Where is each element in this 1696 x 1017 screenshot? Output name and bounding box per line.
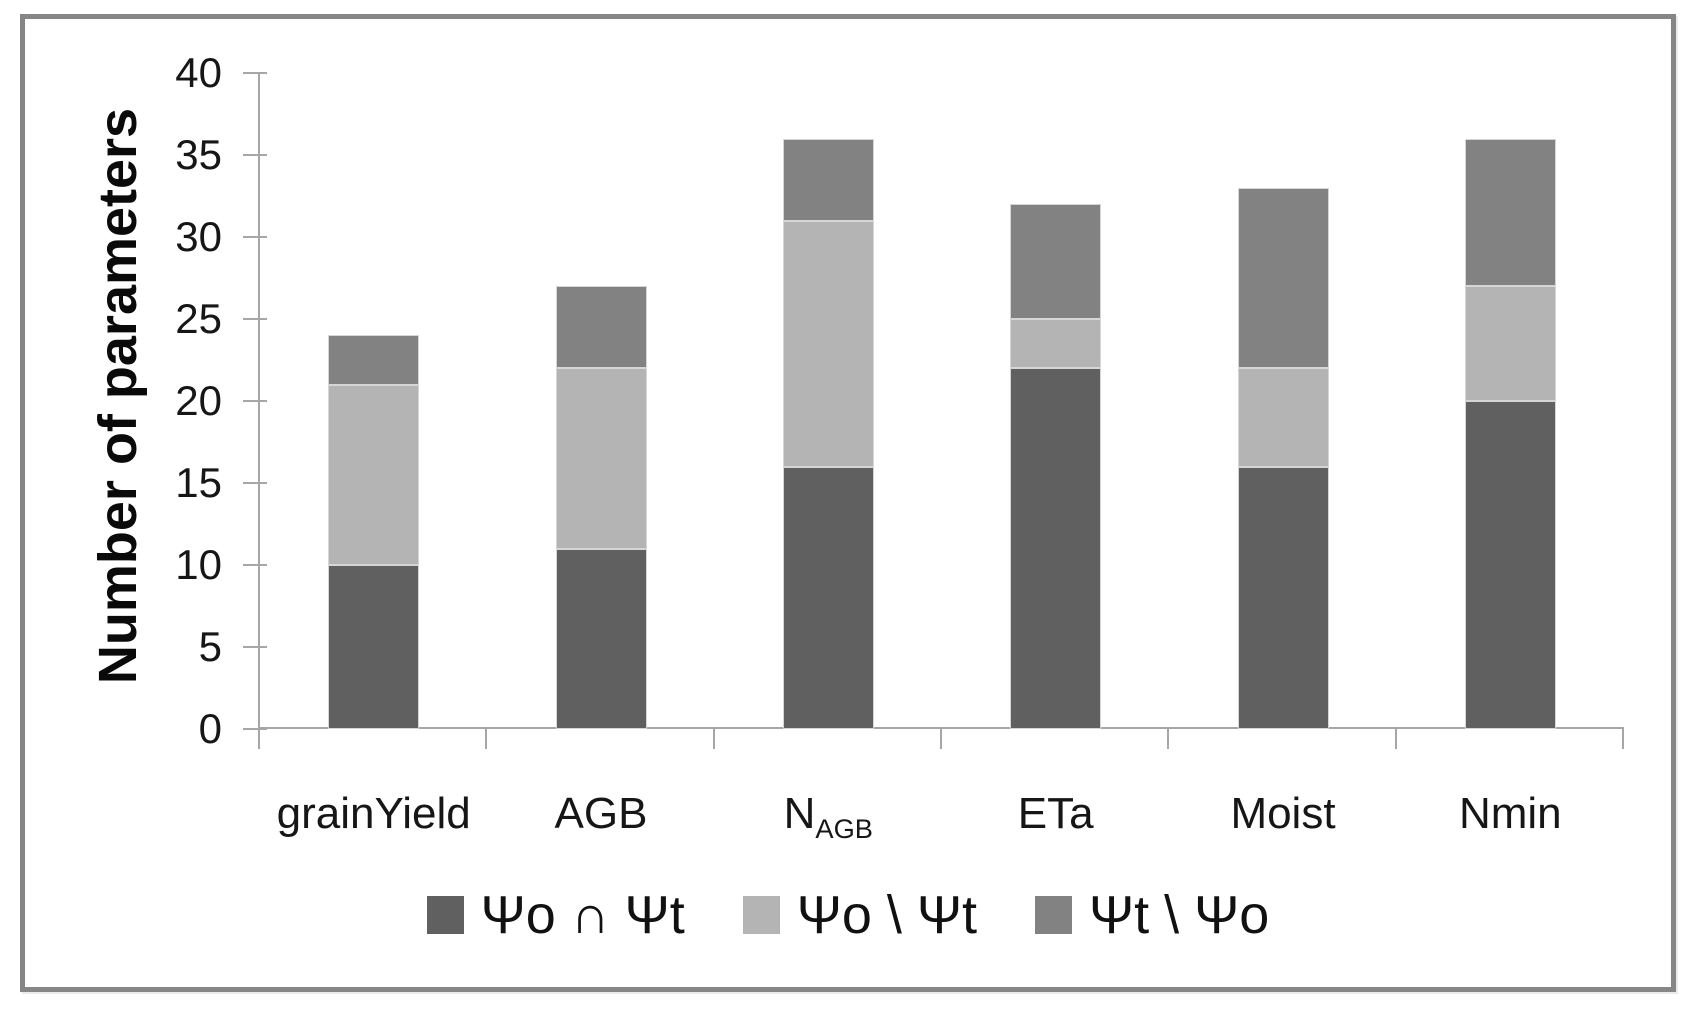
legend-item: Ψo ∩ Ψt	[426, 885, 685, 945]
legend-swatch-icon	[742, 896, 780, 934]
bar-segment	[782, 220, 874, 467]
bar-segment	[1237, 466, 1329, 729]
y-tick	[243, 72, 267, 74]
x-axis-line	[258, 727, 1624, 729]
bar-segment	[1464, 138, 1556, 287]
bar-segment	[1464, 286, 1556, 401]
y-tick	[243, 318, 267, 320]
y-tick	[243, 728, 267, 730]
x-tick	[258, 729, 260, 749]
y-tick-label: 40	[175, 49, 222, 96]
bar-segment	[1237, 368, 1329, 467]
y-tick	[243, 154, 267, 156]
y-axis-line	[258, 73, 260, 749]
y-tick-label: 5	[198, 623, 222, 670]
y-tick	[243, 482, 267, 484]
bar-segment	[555, 368, 647, 549]
y-tick-label: 35	[175, 131, 222, 178]
x-tick	[1167, 729, 1169, 749]
y-tick-label: 30	[175, 213, 222, 260]
bar-segment	[1010, 319, 1102, 369]
bar-segment	[1464, 401, 1556, 729]
y-axis-title: Number of parameters	[88, 107, 148, 685]
legend: Ψo ∩ Ψt Ψo \ Ψt Ψt \ Ψo	[30, 878, 1666, 952]
bar-segment	[782, 138, 874, 221]
y-tick	[243, 236, 267, 238]
category-label: grainYield	[276, 789, 471, 838]
bar-segment	[328, 565, 420, 729]
category-label: Moist	[1230, 789, 1336, 838]
y-tick-label: 0	[198, 705, 222, 752]
bar-segment	[1010, 204, 1102, 319]
legend-label: Ψt \ Ψo	[1089, 885, 1270, 945]
legend-swatch-icon	[1035, 896, 1073, 934]
category-label: Nmin	[1458, 789, 1562, 838]
bar-segment	[555, 548, 647, 729]
x-tick	[1395, 729, 1397, 749]
category-label-subscript: AGB	[815, 812, 873, 844]
bar-segment	[555, 286, 647, 369]
bar-segment	[1010, 368, 1102, 729]
y-tick-label: 15	[175, 459, 222, 506]
x-tick	[485, 729, 487, 749]
category-label: NAGB	[783, 789, 873, 844]
y-tick-label: 20	[175, 377, 222, 424]
legend-swatch-icon	[426, 896, 464, 934]
category-label: AGB	[554, 789, 648, 838]
legend-item: Ψt \ Ψo	[1035, 888, 1269, 942]
y-tick	[243, 564, 267, 566]
x-tick	[940, 729, 942, 749]
bar-segment	[328, 335, 420, 385]
y-tick	[243, 646, 267, 648]
y-tick-label: 25	[175, 295, 222, 342]
y-tick-label: 10	[175, 541, 222, 588]
legend-label: Ψo \ Ψt	[796, 885, 978, 945]
x-tick	[1622, 729, 1624, 749]
bar-segment	[782, 466, 874, 729]
legend-label: Ψo ∩ Ψt	[480, 885, 685, 945]
bar-segment	[328, 384, 420, 565]
y-tick	[243, 400, 267, 402]
bar-segment	[1237, 187, 1329, 369]
category-label: ETa	[1017, 789, 1094, 838]
x-tick	[713, 729, 715, 749]
legend-item: Ψo \ Ψt	[742, 885, 978, 945]
